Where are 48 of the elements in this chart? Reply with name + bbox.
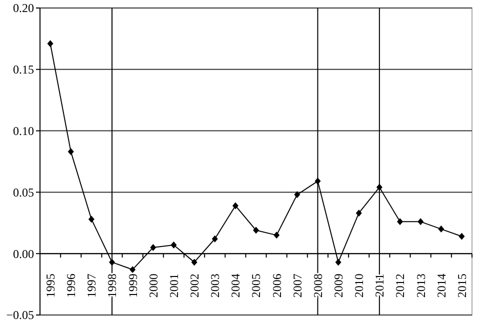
y-tick-label: 0.15 — [13, 62, 34, 77]
point — [170, 242, 177, 249]
point — [130, 266, 136, 274]
point — [68, 148, 74, 156]
y-tick-label: 0.10 — [13, 124, 34, 138]
x-tick-label: 2010 — [352, 274, 366, 298]
point — [335, 258, 342, 266]
point — [418, 218, 424, 226]
x-tick-label: 2009 — [331, 274, 346, 298]
point — [274, 232, 280, 239]
x-tick-label: 2000 — [146, 274, 160, 298]
x-tick-label: 2008 — [310, 274, 325, 298]
x-tick-label: 2003 — [208, 274, 222, 298]
point — [47, 40, 54, 48]
point — [458, 232, 465, 240]
point — [397, 218, 403, 226]
point — [314, 178, 321, 185]
x-tick-label: 2012 — [393, 274, 408, 298]
point — [294, 191, 300, 198]
point — [88, 216, 94, 223]
point — [253, 226, 259, 234]
y-tick-label: 0.20 — [13, 1, 34, 16]
x-tick-label: 2005 — [249, 274, 264, 298]
x-tick-label: 2007 — [290, 274, 304, 298]
x-tick-label: 1995 — [43, 274, 58, 298]
x-tick-label: 2011 — [372, 274, 387, 298]
x-tick-label: 2013 — [414, 274, 428, 298]
point — [232, 202, 238, 210]
x-tick-label: 2015 — [454, 274, 469, 298]
point — [376, 184, 382, 191]
x-tick-label: 2002 — [187, 274, 202, 298]
x-tick-label: 1998 — [105, 274, 120, 298]
x-tick-label: 2006 — [270, 274, 284, 298]
x-tick-label: 2001 — [166, 274, 181, 298]
point — [191, 258, 198, 266]
x-tick-label: 1999 — [126, 274, 140, 298]
x-tick-label: 2004 — [228, 274, 243, 298]
y-tick-label: −0.05 — [6, 308, 34, 322]
x-tick-label: 2014 — [434, 274, 448, 298]
point — [212, 235, 218, 242]
point — [438, 226, 444, 233]
x-tick-label: 1996 — [64, 274, 78, 298]
y-tick-label: 0.05 — [13, 185, 34, 200]
point — [109, 258, 115, 266]
x-tick-label: 1997 — [84, 274, 99, 298]
y-tick-label: 0.00 — [13, 246, 34, 261]
point — [150, 244, 156, 251]
point — [356, 210, 362, 217]
